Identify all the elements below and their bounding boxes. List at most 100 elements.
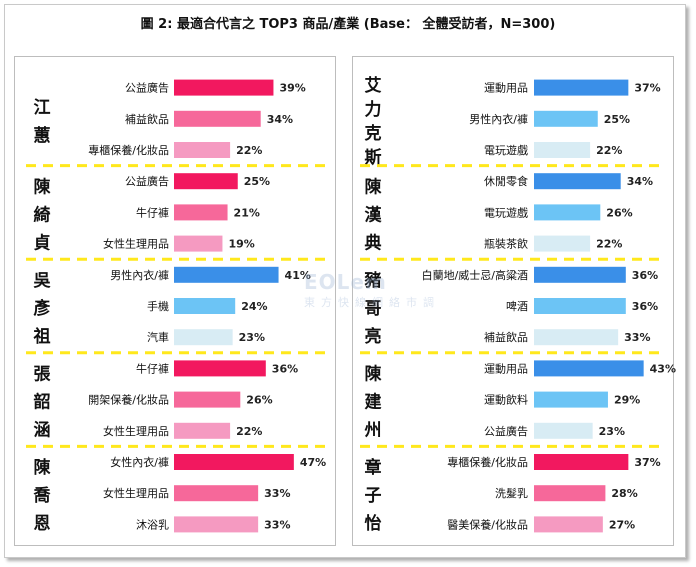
group-name-char: 子 (365, 486, 382, 506)
category-label: 啤酒 (506, 299, 528, 313)
group-name-char: 怡 (365, 513, 382, 534)
group-name-char: 陳 (34, 176, 52, 197)
bar (534, 422, 593, 439)
group-name-char: 祖 (33, 326, 51, 347)
group-name-char: 陳 (34, 457, 52, 478)
category-label: 瓶裝茶飲 (484, 237, 528, 251)
bar (174, 173, 238, 190)
bar (174, 266, 279, 283)
group-name-char: 彥 (33, 298, 51, 319)
value-label: 41% (285, 269, 311, 282)
value-label: 37% (634, 82, 660, 95)
category-label: 牛仔褲 (136, 205, 169, 219)
category-label: 電玩遊戲 (484, 205, 528, 219)
value-label: 27% (609, 518, 635, 531)
category-label: 女性內衣/褲 (110, 455, 169, 469)
category-label: 沐浴乳 (136, 518, 169, 531)
group-name-char: 蕙 (34, 125, 51, 146)
group-name-char: 豬 (364, 271, 382, 291)
value-label: 26% (606, 206, 632, 219)
group-name-char: 江 (34, 98, 51, 118)
value-label: 33% (264, 518, 290, 531)
group-name-char: 涵 (34, 420, 51, 441)
category-label: 女性生理用品 (103, 237, 169, 251)
group-name-char: 斯 (365, 147, 382, 168)
value-label: 25% (604, 113, 630, 126)
group-name-char: 漢 (365, 204, 383, 225)
value-label: 36% (632, 300, 658, 313)
value-label: 22% (596, 144, 622, 157)
bar (174, 110, 261, 127)
group-name-char: 貞 (34, 232, 51, 253)
group-name-char: 艾 (365, 75, 382, 96)
category-label: 補益飲品 (484, 330, 528, 344)
value-label: 22% (596, 238, 622, 251)
group-name-char: 綺 (34, 204, 51, 225)
category-label: 男性內衣/褲 (469, 112, 528, 126)
bar (174, 485, 259, 502)
category-label: 專櫃保養/化妝品 (447, 455, 528, 469)
group-name-char: 哥 (365, 299, 382, 319)
bar (534, 391, 608, 408)
bar (534, 235, 591, 252)
chart-title: 圖 2: 最適合代言之 TOP3 商品/產業 (Base： 全體受訪者，N=30… (140, 17, 556, 32)
value-label: 39% (279, 82, 305, 95)
category-label: 電玩遊戲 (484, 143, 528, 157)
category-label: 醫美保養/化妝品 (447, 517, 528, 531)
bar (174, 79, 274, 96)
category-label: 男性內衣/褲 (110, 268, 169, 282)
bar (174, 454, 294, 470)
category-label: 公益廣告 (484, 424, 528, 438)
value-label: 37% (634, 456, 660, 469)
bar (534, 454, 629, 470)
value-label: 29% (614, 394, 640, 407)
group-name-char: 州 (364, 421, 382, 441)
bar (534, 329, 619, 346)
group-name-char: 陳 (365, 364, 383, 385)
bar (174, 235, 223, 252)
category-label: 手機 (147, 299, 169, 313)
value-label: 28% (611, 487, 637, 500)
bar (534, 360, 644, 377)
value-label: 33% (264, 487, 290, 500)
bar (534, 298, 626, 314)
bar (534, 266, 626, 283)
value-label: 21% (234, 206, 260, 219)
group-name-char: 喬 (33, 485, 52, 506)
category-label: 休閒零食 (484, 174, 528, 188)
value-label: 24% (241, 300, 267, 313)
bar (174, 360, 266, 377)
value-label: 36% (272, 362, 298, 375)
group-name-char: 典 (365, 232, 382, 253)
category-label: 專櫃保養/化妝品 (88, 143, 169, 157)
value-label: 34% (627, 175, 653, 188)
value-label: 23% (239, 331, 265, 344)
group-name-char: 克 (365, 123, 382, 144)
category-label: 補益飲品 (125, 112, 169, 126)
value-label: 26% (246, 394, 272, 407)
category-label: 白蘭地/威士忌/高粱酒 (422, 268, 528, 282)
value-label: 43% (650, 362, 676, 375)
value-label: 25% (244, 175, 270, 188)
category-label: 運動用品 (484, 361, 528, 375)
group-name-char: 韶 (34, 392, 51, 413)
group-name-char: 亮 (365, 326, 382, 347)
bar (174, 204, 228, 221)
bar (174, 329, 233, 346)
category-label: 女性生理用品 (103, 486, 169, 500)
value-label: 19% (228, 238, 254, 251)
bar (174, 142, 231, 158)
value-label: 22% (236, 425, 262, 438)
value-label: 47% (300, 456, 326, 469)
group-name-char: 張 (34, 365, 52, 385)
bar (534, 173, 621, 190)
bar (174, 391, 241, 408)
bar (534, 110, 598, 127)
bar (534, 79, 629, 96)
category-label: 汽車 (147, 330, 169, 344)
category-label: 運動飲料 (484, 393, 528, 407)
bar (174, 422, 231, 439)
category-label: 開架保養/化妝品 (88, 393, 169, 407)
category-label: 女性生理用品 (103, 424, 169, 438)
